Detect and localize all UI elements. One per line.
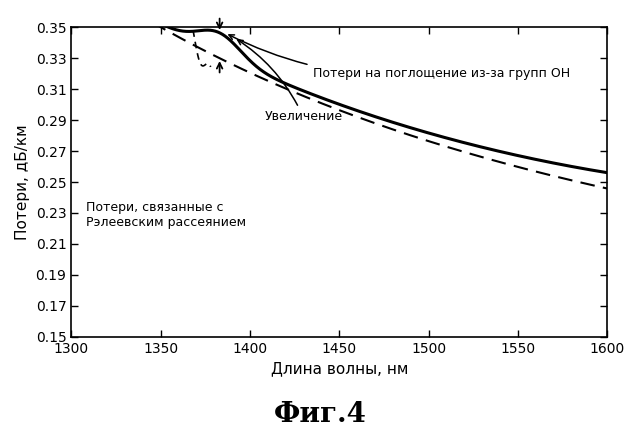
X-axis label: Длина волны, нм: Длина волны, нм xyxy=(271,361,408,376)
Y-axis label: Потери, дБ/км: Потери, дБ/км xyxy=(15,124,30,240)
Text: Фиг.4: Фиг.4 xyxy=(273,401,367,428)
Text: Потери, связанные с
Рэлеевским рассеянием: Потери, связанные с Рэлеевским рассеяние… xyxy=(86,201,246,229)
Text: Потери на поглощение из-за групп ОН: Потери на поглощение из-за групп ОН xyxy=(229,35,570,80)
Text: Увеличение: Увеличение xyxy=(237,40,342,123)
